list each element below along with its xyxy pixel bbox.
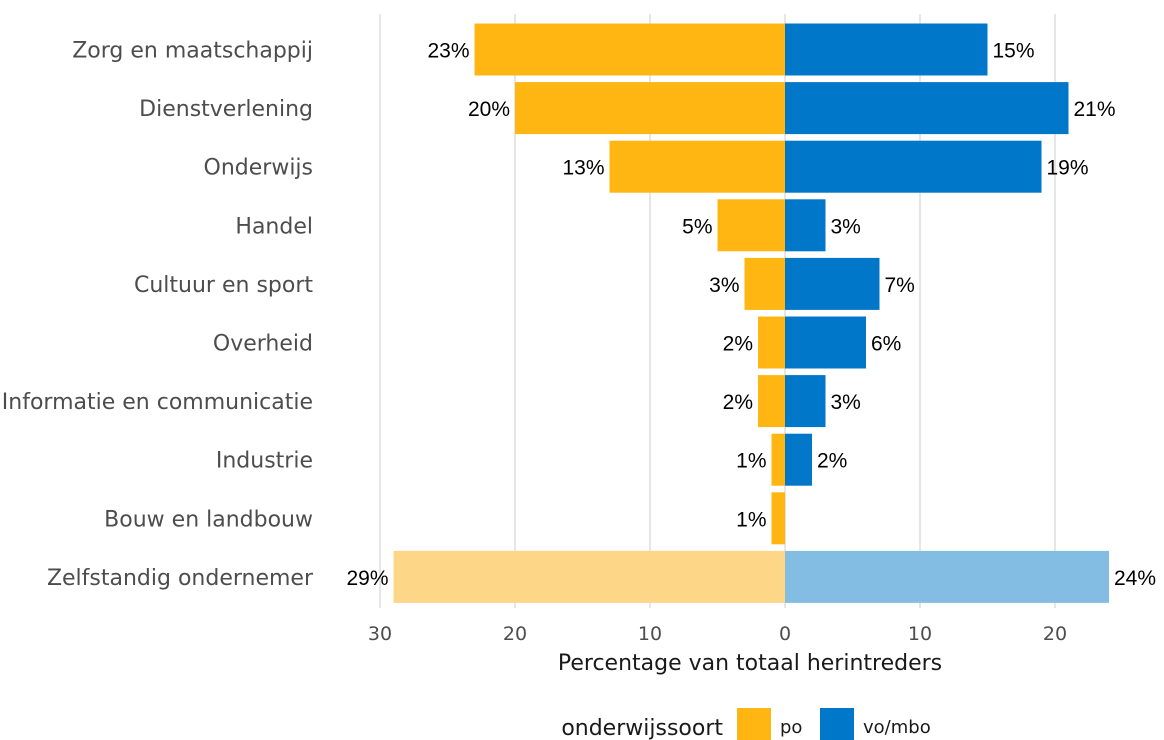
bar-vo-mbo <box>785 316 866 369</box>
category-label: Dienstverlening <box>139 97 313 122</box>
x-tick-label: 10 <box>908 623 932 645</box>
x-tick-label: 0 <box>779 623 791 645</box>
data-label-po: 13% <box>562 157 604 180</box>
category-label: Handel <box>235 214 313 239</box>
bar-vo-mbo <box>785 140 1042 193</box>
legend-key-vo-mbo <box>820 708 854 740</box>
data-label-vo-mbo: 3% <box>831 391 861 414</box>
data-label-po: 5% <box>682 215 712 238</box>
x-tick-label: 30 <box>368 623 392 645</box>
axis-layer: 30 20 10 0 10 20 <box>368 623 1067 645</box>
category-label: Bouw en landbouw <box>104 507 313 532</box>
bar-vo-mbo <box>785 550 1109 603</box>
bar-po <box>393 550 785 603</box>
bar-vo-mbo <box>785 82 1069 135</box>
bar-po <box>515 82 785 135</box>
bar-vo-mbo <box>785 23 988 76</box>
category-label: Overheid <box>213 332 313 357</box>
data-label-po: 29% <box>346 567 388 590</box>
bar-vo-mbo <box>785 199 826 252</box>
data-label-po: 2% <box>723 333 753 356</box>
legend: onderwijssoort po vo/mbo <box>561 708 931 740</box>
data-label-po: 3% <box>709 274 739 297</box>
category-label: Zorg en maatschappij <box>72 39 313 64</box>
bar-po <box>474 23 785 76</box>
data-label-po: 20% <box>468 98 510 121</box>
category-label: Industrie <box>216 449 313 474</box>
data-label-vo-mbo: 15% <box>993 40 1035 63</box>
x-tick-label: 20 <box>503 623 527 645</box>
bar-layer <box>393 23 1109 603</box>
data-label-po: 1% <box>736 508 766 531</box>
x-tick-label: 10 <box>638 623 662 645</box>
category-label: Onderwijs <box>204 156 313 181</box>
bar-po <box>771 492 785 545</box>
data-label-vo-mbo: 3% <box>831 215 861 238</box>
label-layer: Zorg en maatschappij 23% 15% Dienstverlenin… <box>2 39 1156 591</box>
bar-po <box>758 316 785 369</box>
category-label: Zelfstandig ondernemer <box>47 566 314 591</box>
data-label-po: 23% <box>427 40 469 63</box>
x-axis-title: Percentage van totaal herintreders <box>558 651 942 676</box>
bar-po <box>609 140 785 193</box>
data-label-vo-mbo: 19% <box>1047 157 1089 180</box>
data-label-vo-mbo: 21% <box>1074 98 1116 121</box>
bar-po <box>771 433 785 486</box>
bar-po <box>717 199 785 252</box>
data-label-vo-mbo: 2% <box>817 450 847 473</box>
data-label-vo-mbo: 7% <box>885 274 915 297</box>
data-label-po: 1% <box>736 450 766 473</box>
bar-vo-mbo <box>785 257 880 310</box>
data-label-po: 2% <box>723 391 753 414</box>
data-label-vo-mbo: 24% <box>1114 567 1156 590</box>
category-label: Cultuur en sport <box>134 273 313 298</box>
bar-po <box>744 257 785 310</box>
category-label: Informatie en communicatie <box>2 390 313 415</box>
legend-key-po <box>737 708 771 740</box>
legend-label-po: po <box>780 717 802 738</box>
x-tick-label: 20 <box>1043 623 1067 645</box>
bar-vo-mbo <box>785 433 812 486</box>
legend-title: onderwijssoort <box>561 716 723 740</box>
data-label-vo-mbo: 6% <box>871 333 901 356</box>
legend-label-vo-mbo: vo/mbo <box>863 717 931 738</box>
bar-vo-mbo <box>785 375 826 428</box>
bar-po <box>758 375 785 428</box>
